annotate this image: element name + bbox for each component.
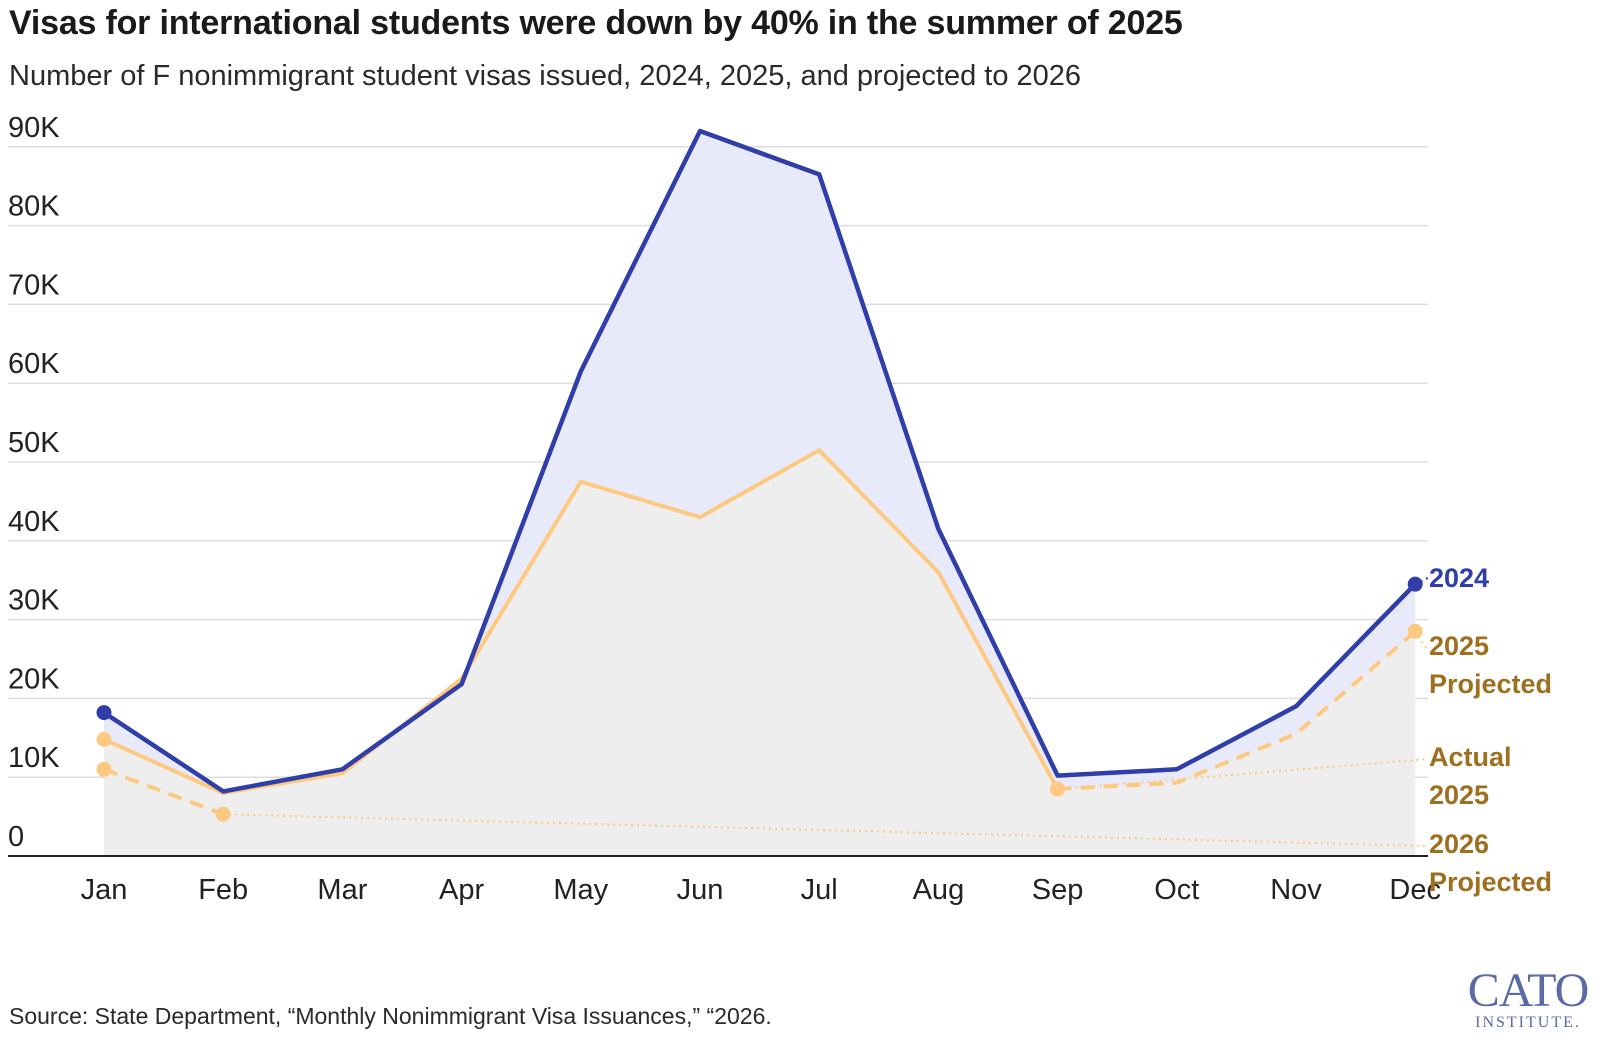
x-tick-label: Aug (913, 874, 965, 906)
x-tick-label: Dec (1389, 874, 1441, 906)
leader-actual-2025 (1057, 758, 1429, 791)
chart-title: Visas for international students were do… (9, 4, 1183, 42)
x-tick-label: Jul (801, 874, 838, 906)
series-label-2026-projected: 2026 (1429, 829, 1489, 859)
series-label-2026-projected: Projected (1429, 867, 1552, 897)
x-tick-label: Apr (439, 874, 484, 906)
x-tick-label: Jun (677, 874, 724, 906)
y-tick-label: 40K (8, 506, 60, 538)
point-2026-projected (96, 761, 112, 777)
x-tick-label: May (553, 874, 608, 906)
y-tick-label: 50K (8, 427, 60, 459)
logo-wordmark: CATO (1467, 964, 1589, 1017)
chart-subtitle: Number of F nonimmigrant student visas i… (9, 60, 1082, 92)
series-label-2024: 2024 (1429, 563, 1489, 593)
y-tick-label: 10K (8, 742, 60, 774)
x-tick-label: Oct (1154, 874, 1199, 906)
y-tick-label: 60K (8, 348, 60, 380)
series-label-2025-projected: 2025 (1429, 631, 1489, 661)
point-2025-projected (1407, 623, 1423, 639)
series-label-2025-projected: Projected (1429, 669, 1552, 699)
point-2024 (96, 705, 112, 721)
x-tick-label: Nov (1270, 874, 1322, 906)
leader-2025-projected (1414, 630, 1429, 652)
x-tick-label: Jan (81, 874, 128, 906)
series-label-actual-2025: 2025 (1429, 780, 1489, 810)
logo-subtitle: INSTITUTE. (1475, 1014, 1581, 1031)
y-tick-label: 80K (8, 191, 60, 223)
series-label-actual-2025: Actual (1429, 742, 1512, 772)
x-tick-label: Mar (317, 874, 367, 906)
source-note: Source: State Department, “Monthly Nonim… (9, 1003, 772, 1029)
point-2026-projected (215, 806, 231, 822)
cato-logo: CATO INSTITUTE. (1466, 964, 1590, 1032)
line-2024 (102, 128, 1417, 794)
point-2024 (1407, 576, 1423, 592)
x-tick-label: Feb (198, 874, 248, 906)
y-tick-label: 0 (8, 821, 24, 853)
point-actual-2025 (96, 731, 112, 747)
line-actual-2025 (103, 448, 1060, 795)
x-tick-label: Sep (1032, 874, 1084, 906)
line-2025-projected (1057, 629, 1417, 791)
y-tick-label: 30K (8, 585, 60, 617)
y-tick-label: 20K (8, 663, 60, 695)
y-tick-label: 90K (8, 112, 60, 144)
y-tick-label: 70K (8, 269, 60, 301)
point-actual-2025 (1050, 781, 1066, 797)
area-2025 (104, 450, 1416, 856)
